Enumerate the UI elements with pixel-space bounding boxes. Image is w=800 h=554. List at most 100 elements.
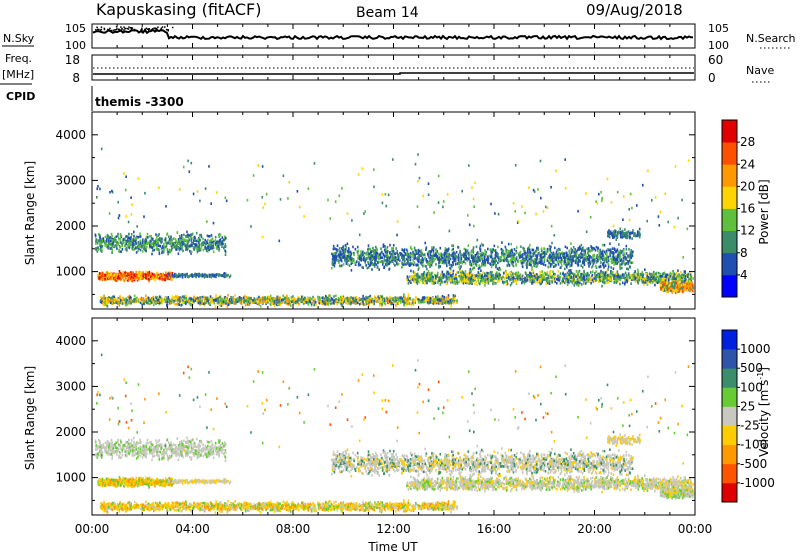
echo-cell [354, 261, 356, 265]
echo-cell [221, 239, 224, 243]
echo-cell [564, 256, 566, 260]
echo-cell [400, 301, 402, 304]
echo-cell [521, 262, 523, 265]
echo-cell [205, 296, 207, 300]
echo-cell [283, 297, 286, 301]
echo-cell [141, 241, 144, 244]
echo-cell [96, 250, 99, 253]
echo-cell [223, 272, 226, 275]
echo-cell [554, 264, 556, 268]
echo-cell [420, 249, 423, 252]
echo-cell [157, 244, 160, 247]
echo-cell [177, 238, 180, 241]
echo-cell [201, 274, 204, 278]
echo-cell [227, 294, 229, 297]
echo-cell [131, 273, 134, 276]
echo-cell [454, 252, 457, 255]
echo-cell [395, 247, 397, 250]
echo-cell [352, 301, 354, 304]
echo-cell [437, 257, 439, 260]
echo-cell [392, 253, 395, 256]
echo-cell [128, 240, 131, 243]
echo-cell [211, 298, 213, 302]
echo-cell [513, 258, 516, 262]
echo-cell [168, 276, 171, 280]
echo-cell [337, 296, 340, 300]
echo-cell [558, 253, 560, 257]
echo-cell [181, 240, 183, 244]
echo-cell [439, 253, 441, 257]
echo-cell [549, 265, 552, 268]
echo-cell [604, 264, 607, 267]
echo-cell [198, 275, 200, 278]
echo-cell [357, 301, 359, 305]
echo-cell [146, 271, 149, 274]
echo-cell [575, 258, 578, 262]
echo-cell [625, 262, 628, 265]
echo-cell [166, 232, 169, 235]
echo-cell [427, 296, 430, 299]
echo-cell [552, 270, 554, 274]
echo-cell [265, 296, 268, 300]
echo-cell [165, 298, 167, 301]
echo-cell [533, 258, 536, 262]
echo-cell [134, 277, 137, 280]
echo-cell [217, 300, 219, 303]
echo-cell [160, 240, 163, 244]
echo-cell [100, 239, 102, 242]
echo-cell [242, 298, 245, 302]
echo-cell [153, 273, 155, 276]
echo-cell [500, 259, 502, 262]
echo-cell [309, 298, 312, 302]
echo-cell [130, 275, 133, 279]
echo-cell [129, 302, 131, 305]
echo-cell [510, 258, 513, 261]
echo-cell [115, 235, 118, 238]
echo-cell [616, 255, 619, 259]
echo-cell [214, 305, 217, 308]
echo-cell [218, 239, 221, 242]
echo-cell [292, 302, 295, 305]
echo-cell [511, 256, 513, 259]
echo-cell [161, 250, 164, 253]
echo-cell [129, 295, 132, 299]
echo-cell [179, 239, 182, 242]
echo-cell [609, 252, 611, 256]
echo-cell [139, 298, 142, 301]
echo-cell [619, 267, 621, 270]
echo-cell [218, 303, 220, 307]
echo-cell [184, 273, 186, 277]
echo-cell [212, 300, 214, 304]
echo-cell [184, 275, 187, 279]
echo-cell [95, 238, 97, 241]
echo-cell [158, 251, 161, 255]
echo-cell [425, 265, 427, 268]
echo-cell [106, 235, 109, 239]
echo-cell [195, 246, 197, 250]
echo-cell [286, 294, 288, 298]
echo-cell [531, 251, 533, 255]
echo-cell [215, 294, 218, 298]
echo-cell [452, 294, 455, 297]
echo-cell [319, 297, 321, 301]
echo-cell [341, 253, 343, 256]
echo-cell [179, 275, 181, 278]
echo-cell [147, 301, 149, 305]
echo-cell [97, 246, 100, 249]
echo-cell [227, 303, 230, 306]
echo-cell [297, 301, 299, 304]
echo-cell [452, 297, 454, 300]
echo-cell [240, 302, 243, 306]
echo-cell [386, 258, 388, 262]
echo-cell [212, 244, 214, 248]
echo-cell [176, 231, 179, 234]
echo-cell [492, 260, 495, 263]
echo-cell [483, 256, 486, 259]
echo-cell [328, 301, 330, 305]
echo-cell [407, 253, 409, 256]
echo-cell [477, 258, 479, 262]
echo-cell [267, 295, 270, 299]
echo-cell [277, 298, 279, 302]
echo-cell [98, 233, 100, 236]
echo-cell [198, 246, 201, 250]
